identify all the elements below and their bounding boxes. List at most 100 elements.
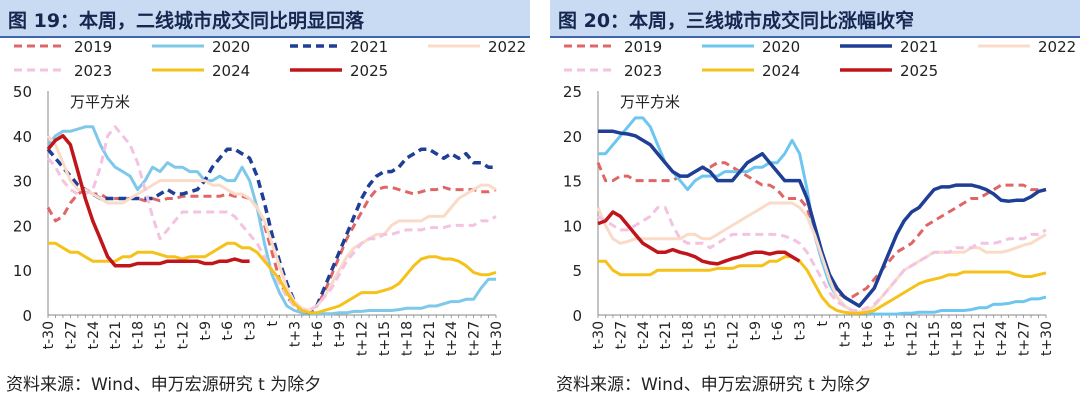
x-tick-label: t-6	[220, 321, 236, 341]
x-tick-label: t+6	[310, 321, 326, 347]
x-tick-label: t+18	[399, 321, 415, 356]
x-tick-label: t-3	[793, 321, 809, 340]
x-tick-label: t-21	[108, 321, 124, 349]
series-line-2021	[46, 147, 496, 315]
y-tick-label: 0	[22, 307, 32, 325]
legend-item: 2020	[702, 38, 800, 56]
legend-item: 2025	[840, 62, 938, 80]
x-tick-label: t+3	[837, 321, 853, 347]
legend-label: 2025	[900, 62, 938, 80]
y-tick-label: 10	[563, 217, 582, 235]
series-line-2019	[46, 185, 497, 312]
x-tick-label: t-18	[681, 321, 697, 349]
x-tick-label: t-30	[41, 321, 57, 349]
source-note: 资料来源：Wind、申万宏源研究 t 为除夕	[556, 375, 872, 395]
legend-label: 2020	[212, 38, 250, 56]
series-line-2022	[46, 134, 497, 312]
x-tick-label: t-27	[613, 321, 629, 349]
chart-title-bar: 图 19：本周，二线城市成交同比明显回落	[0, 0, 530, 38]
x-tick-label: t-30	[591, 321, 607, 349]
chart-panel-right: 图 20：本周，三线城市成交同比涨幅收窄 2019 2020 2021 2022 202…	[550, 0, 1080, 403]
legend-label: 2020	[762, 38, 800, 56]
x-tick-label: t-3	[243, 321, 259, 340]
chart-title-bar: 图 20：本周，三线城市成交同比涨幅收窄	[550, 0, 1080, 38]
x-tick-label: t-27	[63, 321, 79, 349]
legend-label: 2022	[1038, 38, 1076, 56]
legend-item: 2019	[564, 38, 662, 56]
legend-item: 2024	[152, 62, 250, 80]
chart-title: 图 19：本周，二线城市成交同比明显回落	[8, 10, 365, 32]
legend-label: 2021	[900, 38, 938, 56]
x-tick-label: t	[265, 321, 281, 327]
legend-label: 2024	[212, 62, 250, 80]
chart-panel-left: 图 19：本周，二线城市成交同比明显回落 2019 2020 2021 2022 202…	[0, 0, 530, 403]
legend-item: 2021	[290, 38, 388, 56]
x-tick-label: t+6	[860, 321, 876, 347]
x-tick-label: t+3	[287, 321, 303, 347]
legend-item: 2022	[978, 38, 1076, 56]
x-tick-label: t-24	[86, 321, 102, 349]
x-tick-label: t-12	[175, 321, 191, 349]
series-line-2020	[598, 116, 1047, 316]
legend-item: 2020	[152, 38, 250, 56]
x-tick-label: t-12	[725, 321, 741, 349]
series-line-2023	[46, 125, 497, 312]
legend-item: 2019	[14, 38, 112, 56]
y-tick-label: 30	[13, 173, 32, 191]
legend-item: 2025	[290, 62, 388, 80]
x-tick-label: t+9	[332, 321, 348, 347]
x-tick-label: t-18	[131, 321, 147, 349]
legend-item: 2021	[840, 38, 938, 56]
y-tick-label: 40	[13, 128, 32, 146]
x-tick-label: t-9	[198, 321, 214, 340]
unit-label: 万平方米	[620, 93, 680, 111]
x-tick-label: t-6	[770, 321, 786, 341]
x-tick-label: t-9	[748, 321, 764, 340]
y-tick-label: 25	[563, 83, 582, 101]
series-line-2021	[598, 129, 1047, 308]
legend-label: 2023	[74, 62, 112, 80]
x-tick-label: t+27	[467, 321, 483, 356]
source-note: 资料来源：Wind、申万宏源研究 t 为除夕	[6, 375, 322, 395]
x-tick-label: t+15	[377, 321, 393, 356]
x-tick-label: t+12	[355, 321, 371, 356]
legend-label: 2021	[350, 38, 388, 56]
legend-label: 2019	[624, 38, 662, 56]
series-line-2025	[46, 134, 250, 268]
legend-label: 2022	[488, 38, 526, 56]
x-tick-label: t+30	[1039, 321, 1055, 356]
x-tick-label: t-15	[153, 321, 169, 349]
legend-label: 2024	[762, 62, 800, 80]
series-line-2020	[46, 125, 496, 316]
legend-label: 2019	[74, 38, 112, 56]
unit-label: 万平方米	[70, 93, 130, 111]
x-tick-label: t+9	[882, 321, 898, 347]
series-line-2024	[598, 255, 1047, 315]
y-tick-label: 20	[13, 217, 32, 235]
y-tick-label: 20	[563, 128, 582, 146]
series-line-2023	[597, 206, 1047, 312]
y-tick-label: 50	[13, 83, 32, 101]
x-tick-label: t-21	[658, 321, 674, 349]
x-tick-label: t+21	[972, 321, 988, 356]
series-line-2025	[597, 210, 801, 266]
series-line-2019	[596, 161, 1046, 299]
y-tick-label: 0	[572, 307, 582, 325]
x-tick-label: t+15	[927, 321, 943, 356]
x-tick-label: t+27	[1017, 321, 1033, 356]
x-tick-label: t-24	[636, 321, 652, 349]
y-tick-label: 10	[13, 262, 32, 280]
x-tick-label: t+30	[489, 321, 505, 356]
legend-item: 2023	[564, 62, 662, 80]
line-chart-second-tier: 2019 2020 2021 2022 2023 2024 2025 0 10 20 30 40 50 万…	[13, 38, 526, 356]
y-tick-label: 5	[572, 262, 582, 280]
chart-title: 图 20：本周，三线城市成交同比涨幅收窄	[558, 10, 915, 32]
x-tick-label: t+21	[422, 321, 438, 356]
legend-item: 2023	[14, 62, 112, 80]
legend-item: 2024	[702, 62, 800, 80]
legend-item: 2022	[428, 38, 526, 56]
legend-label: 2023	[624, 62, 662, 80]
x-tick-label: t	[815, 321, 831, 327]
series-line-2024	[48, 241, 497, 315]
